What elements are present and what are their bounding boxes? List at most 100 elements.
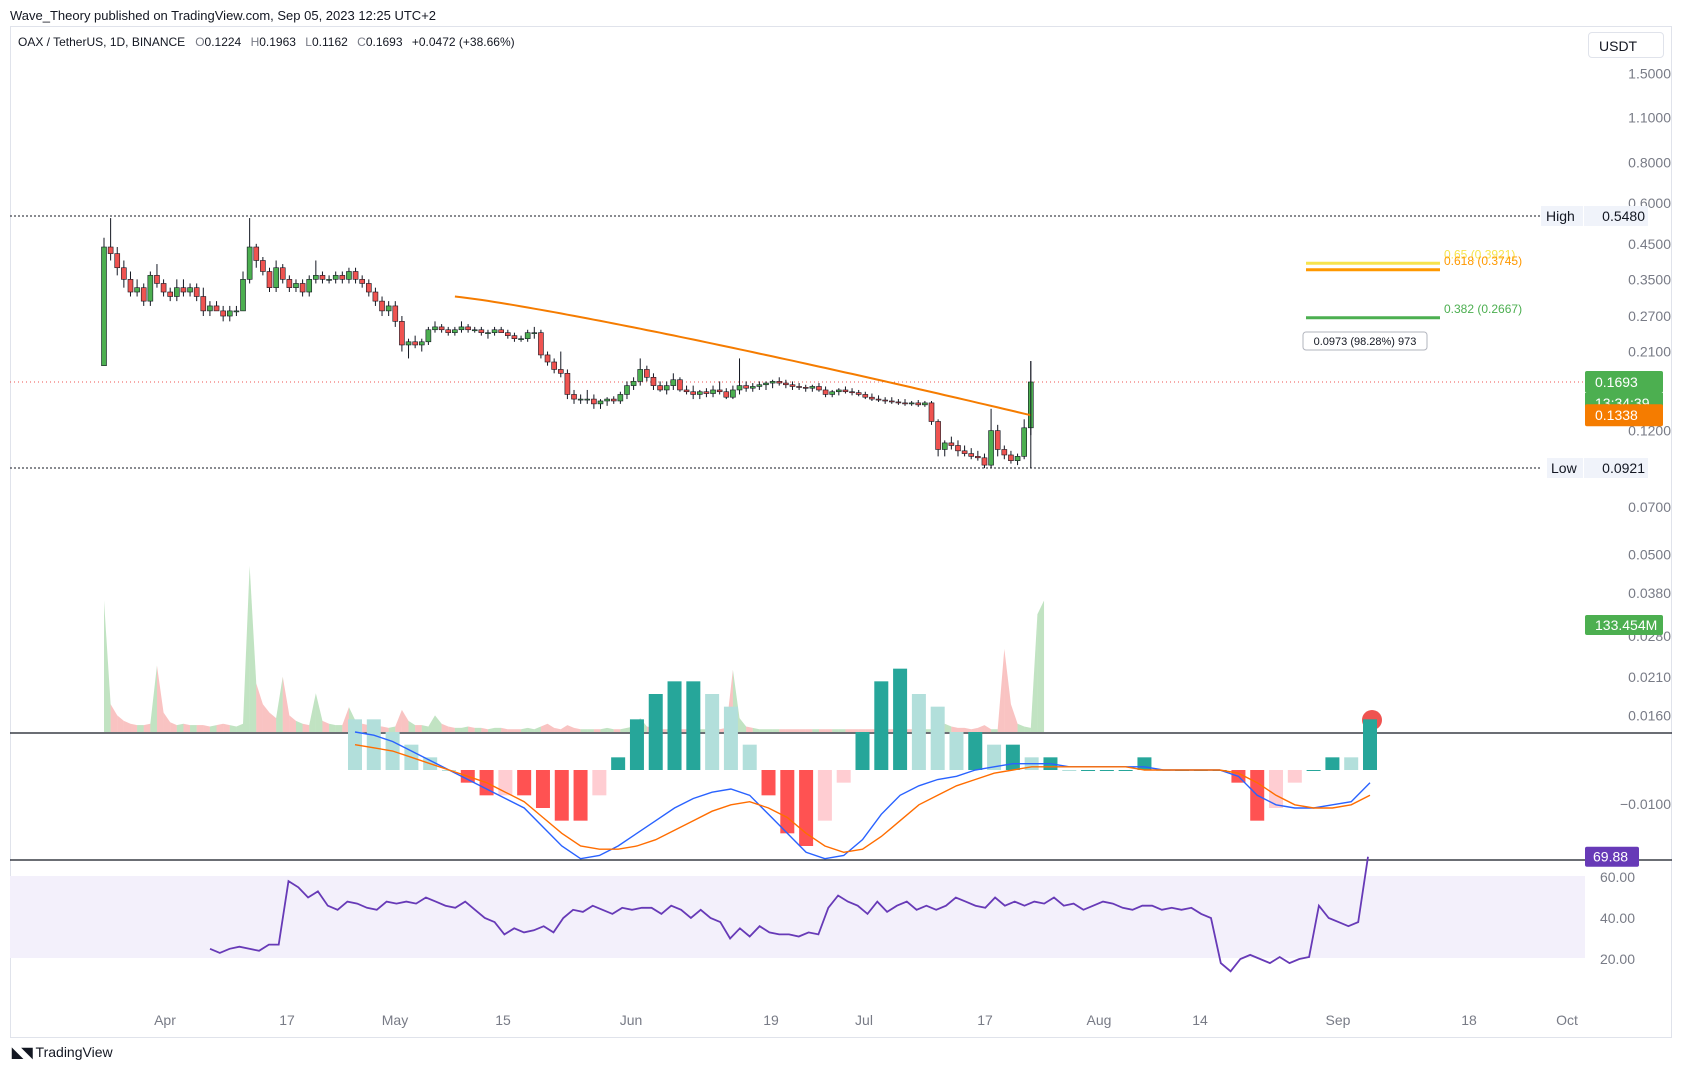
candle-down xyxy=(975,456,981,459)
candle-down xyxy=(895,401,902,404)
volume-area-segment xyxy=(845,729,853,732)
volume-area-segment xyxy=(792,729,800,732)
volume-area-segment xyxy=(249,565,257,732)
candle-down xyxy=(683,389,690,393)
candle-down xyxy=(372,291,379,302)
volume-area-segment xyxy=(746,726,753,732)
volume-area-segment xyxy=(335,725,343,732)
symbol-name: OAX / TetherUS, 1D, BINANCE xyxy=(18,35,186,49)
volume-area-segment xyxy=(137,725,144,732)
volume-area-segment xyxy=(110,704,118,732)
volume-area-segment xyxy=(991,729,998,732)
volume-area-segment xyxy=(494,727,502,732)
volume-area-segment xyxy=(203,725,210,732)
candle-down xyxy=(121,267,127,280)
candle-down xyxy=(650,376,657,386)
volume-area-segment xyxy=(183,723,191,732)
candle-up xyxy=(233,310,240,313)
volume-area-segment xyxy=(236,723,244,732)
candle-up xyxy=(491,329,498,333)
volume-area-segment xyxy=(150,665,157,732)
candle-up xyxy=(326,279,332,281)
high-value-bg xyxy=(1584,206,1648,226)
time-tick-label: 17 xyxy=(279,1012,295,1028)
candle-down xyxy=(200,296,207,312)
price-tick-label: 0.0500 xyxy=(1628,546,1671,562)
currency-button[interactable]: USDT xyxy=(1588,32,1664,58)
macd-histogram-bar xyxy=(836,770,851,783)
volume-area-segment xyxy=(401,709,409,732)
time-tick-label: 14 xyxy=(1192,1012,1208,1028)
candle-down xyxy=(465,326,471,331)
candle-up xyxy=(418,341,425,346)
candle-down xyxy=(961,450,968,454)
macd-histogram-bar xyxy=(799,770,814,846)
candle-up xyxy=(240,279,246,312)
volume-area-segment xyxy=(256,683,263,732)
candle-up xyxy=(756,384,763,387)
candle-down xyxy=(557,369,564,374)
macd-histogram-bar xyxy=(611,757,626,770)
volume-area-segment xyxy=(309,693,316,732)
tradingview-logo[interactable]: ◣◥ TradingView xyxy=(12,1044,113,1061)
macd-histogram-bar xyxy=(780,770,795,834)
volume-area-segment xyxy=(209,725,217,732)
candle-down xyxy=(1008,454,1014,461)
time-tick-label: May xyxy=(382,1012,408,1028)
candle-down xyxy=(716,389,723,393)
candle-up xyxy=(696,391,703,395)
volume-area-segment xyxy=(1037,600,1045,732)
high-label: H xyxy=(250,35,260,49)
macd-histogram-bar xyxy=(742,744,757,770)
candle-down xyxy=(505,332,511,336)
low-label: L xyxy=(305,35,312,49)
candle-up xyxy=(147,275,154,302)
last-price-badge: 0.1693 xyxy=(1595,374,1638,390)
volume-area-segment xyxy=(342,707,349,732)
candle-up xyxy=(637,369,644,382)
volume-area-segment xyxy=(534,726,541,732)
macd-histogram-bar xyxy=(1005,744,1020,770)
candle-down xyxy=(842,389,849,393)
volume-area-segment xyxy=(766,729,773,732)
candle-down xyxy=(802,387,809,389)
candle-down xyxy=(948,442,955,446)
volume-area-segment xyxy=(964,727,972,732)
measure-tooltip: 0.0973 (98.28%) 973 xyxy=(1314,336,1417,348)
footer-brand: TradingView xyxy=(35,1044,113,1060)
candle-up xyxy=(385,305,392,312)
candle-down xyxy=(855,392,862,395)
macd-histogram-bar xyxy=(1099,770,1114,771)
candle-down xyxy=(564,373,571,395)
candle-down xyxy=(610,398,617,402)
moving-average-line xyxy=(454,295,1032,417)
volume-area-segment xyxy=(865,729,872,732)
candle-down xyxy=(127,279,134,293)
high-value: 0.5480 xyxy=(1602,208,1645,224)
candle-up xyxy=(908,402,915,405)
volume-area-segment xyxy=(1004,648,1011,732)
volume-area-segment xyxy=(435,715,442,732)
volume-area-segment xyxy=(481,727,488,732)
ma-value-badge: 0.1338 xyxy=(1595,407,1638,423)
low-label: Low xyxy=(1551,460,1578,476)
volume-area-segment xyxy=(812,729,819,732)
macd-histogram-bar xyxy=(648,694,663,770)
volume-area-segment xyxy=(620,727,627,732)
volume-area-segment xyxy=(547,723,555,732)
low-value-bg xyxy=(1584,458,1648,478)
macd-histogram-bar xyxy=(723,706,738,770)
volume-area-segment xyxy=(1010,704,1018,732)
volume-badge-bg xyxy=(1585,615,1663,635)
macd-histogram-bar xyxy=(535,770,550,808)
price-tick-label: 0.0210 xyxy=(1628,669,1671,685)
volume-area-segment xyxy=(560,725,568,732)
change-value: +0.0472 (+38.66%) xyxy=(411,35,515,49)
candle-up xyxy=(332,275,339,280)
candle-up xyxy=(763,382,769,386)
macd-tick-label: −0.0100 xyxy=(1620,796,1671,812)
time-tick-label: 18 xyxy=(1461,1012,1477,1028)
candle-up xyxy=(730,389,736,398)
candle-down xyxy=(538,332,544,356)
